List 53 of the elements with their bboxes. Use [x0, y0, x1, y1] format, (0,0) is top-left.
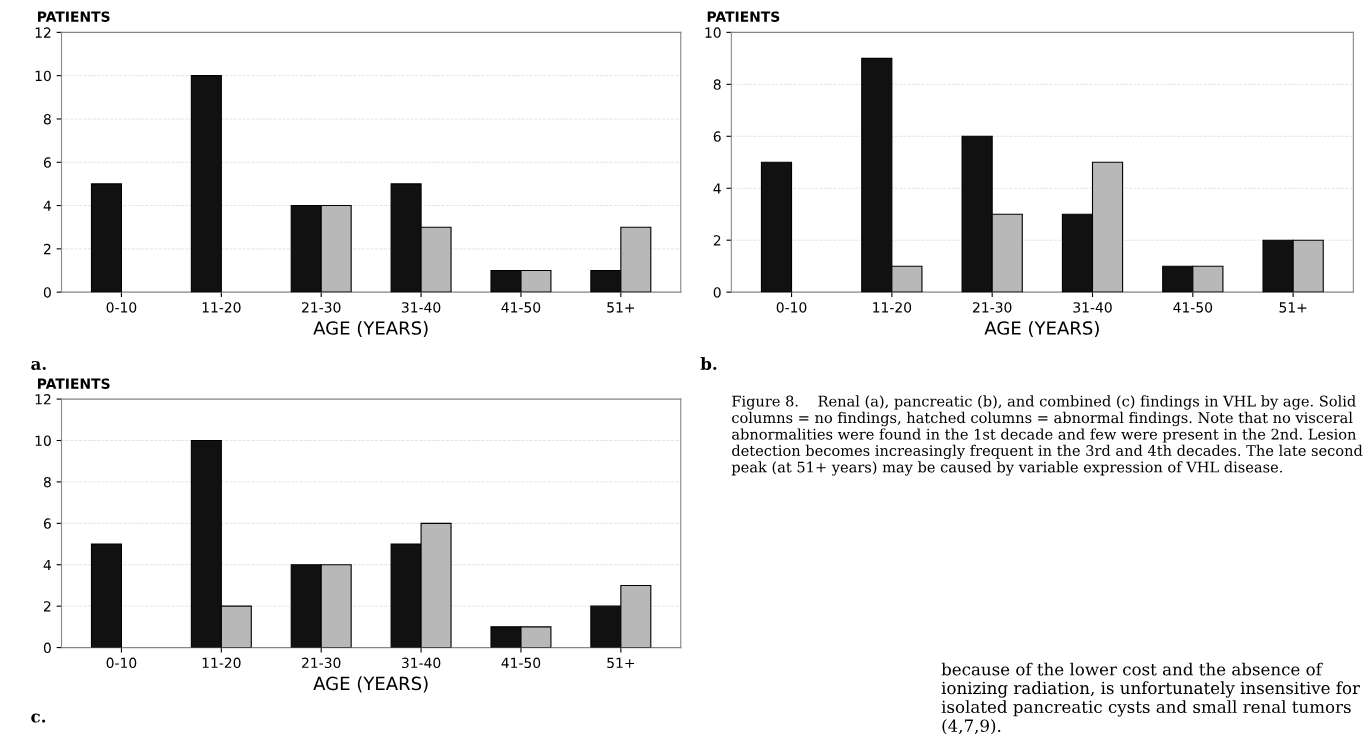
bar: [760, 161, 793, 293]
y-tick-label: 2: [713, 235, 721, 246]
x-axis-title: AGE (YEARS): [984, 320, 1099, 337]
text: a.: [31, 360, 46, 371]
y-tick-label: 12: [35, 394, 51, 405]
y-tick-label: 4: [43, 559, 52, 571]
x-axis-title: AGE (YEARS): [313, 320, 428, 337]
y-tick-label: 10: [705, 27, 721, 38]
y-tick-label: 2: [43, 243, 51, 255]
text: c.: [31, 713, 46, 723]
y-axis-title: PATIENTS: [38, 378, 110, 389]
x-tick-label: 41-50: [1173, 302, 1213, 313]
x-tick-label: 21-30: [302, 302, 341, 313]
text: because of the lower cost and the absence of ionizing radiation, is unfortunately insensitive for isolated pancreatic cysts and small renal tumors (4,7,9).: [941, 662, 1360, 735]
y-tick-label: 12: [35, 27, 51, 38]
x-tick-label: 21-30: [302, 657, 341, 669]
x-tick-label: 21-30: [973, 302, 1012, 313]
y-tick-label: 6: [43, 157, 51, 168]
x-tick-label: 0-10: [106, 302, 137, 313]
x-tick-label: 31-40: [1073, 302, 1112, 313]
y-tick-label: 4: [43, 200, 52, 211]
x-tick-label: 0-10: [776, 302, 807, 313]
x-tick-label: 11-20: [202, 657, 241, 669]
y-tick-label: 6: [713, 131, 721, 142]
y-tick-label: 8: [713, 79, 721, 90]
y-tick-label: 0: [43, 642, 51, 654]
y-tick-label: 8: [43, 476, 51, 488]
text: b.: [700, 357, 717, 371]
y-tick-label: 2: [43, 601, 51, 612]
y-tick-label: 0: [713, 287, 721, 298]
y-tick-label: 10: [35, 70, 51, 82]
x-tick-label: 31-40: [401, 302, 441, 313]
y-tick-label: 8: [43, 113, 51, 125]
x-tick-label: 11-20: [202, 302, 241, 313]
x-tick-label: 31-40: [401, 657, 441, 669]
x-tick-label: 51+: [607, 302, 635, 313]
x-tick-label: 41-50: [501, 302, 541, 313]
x-tick-label: 0-10: [106, 657, 137, 669]
x-tick-label: 11-20: [873, 302, 912, 313]
bar: [190, 75, 222, 293]
y-axis-title: PATIENTS: [707, 11, 780, 22]
bar: [90, 183, 122, 293]
y-axis-title: PATIENTS: [38, 11, 110, 22]
bar: [90, 543, 122, 648]
y-tick-label: 0: [43, 287, 51, 298]
x-axis-title: AGE (YEARS): [313, 676, 428, 693]
x-tick-label: 41-50: [501, 657, 541, 669]
x-tick-label: 51+: [1279, 302, 1307, 313]
y-tick-label: 4: [713, 183, 721, 194]
y-tick-label: 10: [35, 435, 51, 446]
x-tick-label: 51+: [607, 657, 635, 669]
caption: Figure 8. Renal (a), pancreatic (b), and combined (c) findings in VHL by age. Solid columns = no findings, hatched columns = abnormal findings. Note that no visceral abnormalities were found in the 1st decade and few were present in the 2nd. Lesion detection becomes increasingly frequent in the 3rd and 4th decades. The late second peak (at 51+ years) may be caused by variable expression of VHL disease.: [731, 395, 1363, 476]
y-tick-label: 6: [43, 518, 51, 529]
